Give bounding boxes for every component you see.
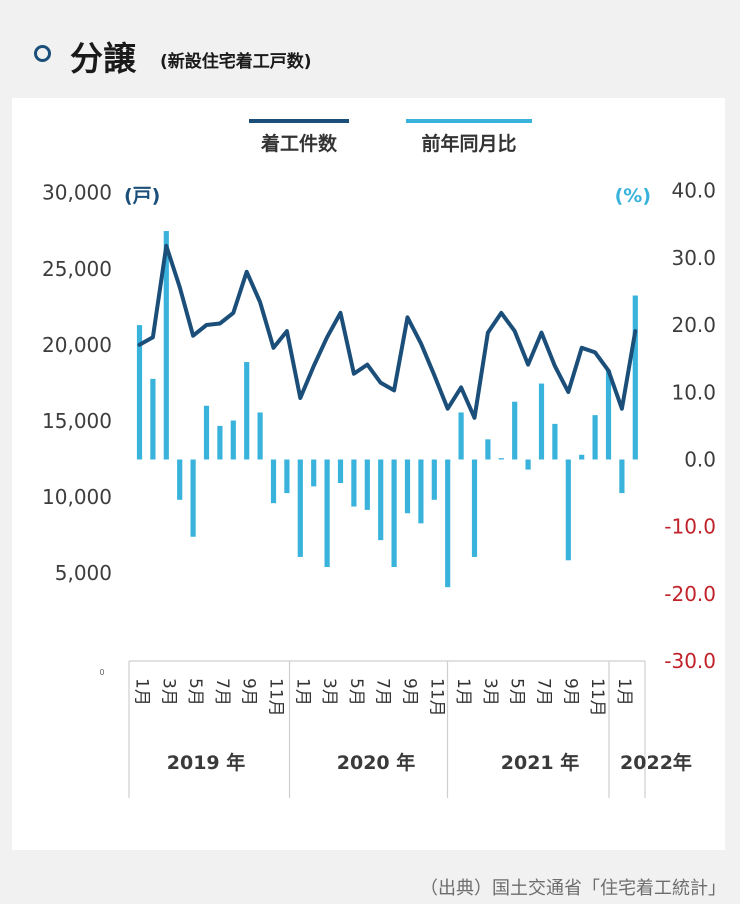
bar <box>311 459 317 487</box>
right-tick-label: 30.0 <box>671 246 716 270</box>
bar <box>351 459 357 507</box>
bar <box>458 412 464 460</box>
bar <box>445 459 451 588</box>
month-tick-label: 11月 <box>426 678 446 717</box>
bar <box>284 459 290 494</box>
bar <box>257 412 263 460</box>
left-tick-label: 5,000 <box>55 561 112 585</box>
legend-label-bar: 前年同月比 <box>421 132 516 155</box>
month-tick-label: 7月 <box>373 678 393 706</box>
bar <box>270 459 277 504</box>
x-axis: 1月 3月 5月 7月 9月 11月 1月 3月 5月 7月 9月 11月 1月 3月 5月 7月 9月 11月 1… <box>128 660 692 798</box>
line-series <box>137 243 638 420</box>
bar <box>525 459 531 470</box>
bar-series <box>136 231 638 588</box>
bar <box>337 459 344 484</box>
origin-label: 0 <box>99 668 104 677</box>
right-tick-label: 40.0 <box>671 179 716 203</box>
bar <box>431 459 437 500</box>
month-tick-label: 3月 <box>319 678 339 706</box>
left-tick-label: 15,000 <box>42 409 112 433</box>
right-axis-unit: (%) <box>615 185 651 207</box>
bar <box>538 383 545 460</box>
month-tick-label: 7月 <box>212 678 232 706</box>
right-axis-ticks: 40.0 30.0 20.0 10.0 0.0 -10.0 -20.0 -30.0 <box>664 179 716 673</box>
year-label: 2021 年 <box>501 751 580 774</box>
left-axis-ticks: 30,000 25,000 20,000 15,000 10,000 5,000 <box>42 181 112 585</box>
bar <box>471 459 478 557</box>
bar <box>418 459 424 524</box>
month-tick-label: 3月 <box>158 678 178 706</box>
left-tick-label: 25,000 <box>42 257 112 281</box>
year-label: 2019 年 <box>167 751 246 774</box>
bar <box>217 425 223 460</box>
bar <box>605 370 612 460</box>
page-title: 分譲 <box>70 39 136 78</box>
year-label: 2020 年 <box>337 751 416 774</box>
bar <box>364 459 370 510</box>
right-tick-label: 0.0 <box>684 448 716 472</box>
right-tick-label: -10.0 <box>664 515 716 539</box>
bar <box>404 459 411 514</box>
bullet-ring-icon <box>34 45 51 62</box>
bar <box>552 423 558 460</box>
page-subtitle: (新設住宅着工戸数) <box>160 52 312 72</box>
month-tick-label: 1月 <box>132 678 152 706</box>
left-axis-unit: (戸) <box>124 185 160 207</box>
bar <box>203 405 210 460</box>
bar <box>136 325 143 460</box>
bar <box>565 459 571 561</box>
left-tick-label: 20,000 <box>42 333 112 357</box>
bar <box>619 459 625 494</box>
header: 分譲 (新設住宅着工戸数) <box>0 0 740 100</box>
right-tick-label: 10.0 <box>671 380 716 404</box>
month-tick-label: 9月 <box>400 678 420 706</box>
month-tick-label: 5月 <box>185 678 205 706</box>
bar <box>391 459 397 568</box>
legend: 着工件数 前年同月比 <box>249 119 532 155</box>
month-tick-label: 9月 <box>239 678 259 706</box>
bar <box>177 459 183 500</box>
source-note: （出典）国土交通省「住宅着工統計」 <box>420 878 726 899</box>
right-tick-label: 20.0 <box>671 313 716 337</box>
month-tick-label: 1月 <box>292 678 312 706</box>
bar <box>632 295 638 460</box>
bar <box>230 420 236 460</box>
bar <box>150 378 156 460</box>
month-tick-label: 1月 <box>614 678 634 706</box>
bar <box>324 459 330 568</box>
bar <box>297 459 303 557</box>
month-tick-label: 7月 <box>534 678 554 706</box>
month-tick-label: 1月 <box>453 678 473 706</box>
year-label: 2022年 <box>620 751 692 774</box>
right-tick-label: -30.0 <box>664 649 716 673</box>
bar <box>512 401 518 460</box>
bar <box>592 415 598 460</box>
legend-label-line: 着工件数 <box>261 132 338 155</box>
bar <box>579 454 585 460</box>
bar <box>244 362 250 460</box>
left-tick-label: 30,000 <box>42 181 112 205</box>
month-tick-label: 11月 <box>266 678 286 717</box>
month-tick-label: 5月 <box>346 678 366 706</box>
bar <box>378 459 384 541</box>
bar <box>498 458 504 460</box>
bar <box>163 231 169 460</box>
left-tick-label: 10,000 <box>42 485 112 509</box>
month-tick-label: 11月 <box>587 678 607 717</box>
month-tick-label: 3月 <box>480 678 500 706</box>
month-tick-label: 5月 <box>507 678 527 706</box>
bar <box>485 439 491 460</box>
bar <box>190 459 196 537</box>
month-tick-label: 9月 <box>560 678 580 706</box>
right-tick-label: -20.0 <box>664 582 716 606</box>
